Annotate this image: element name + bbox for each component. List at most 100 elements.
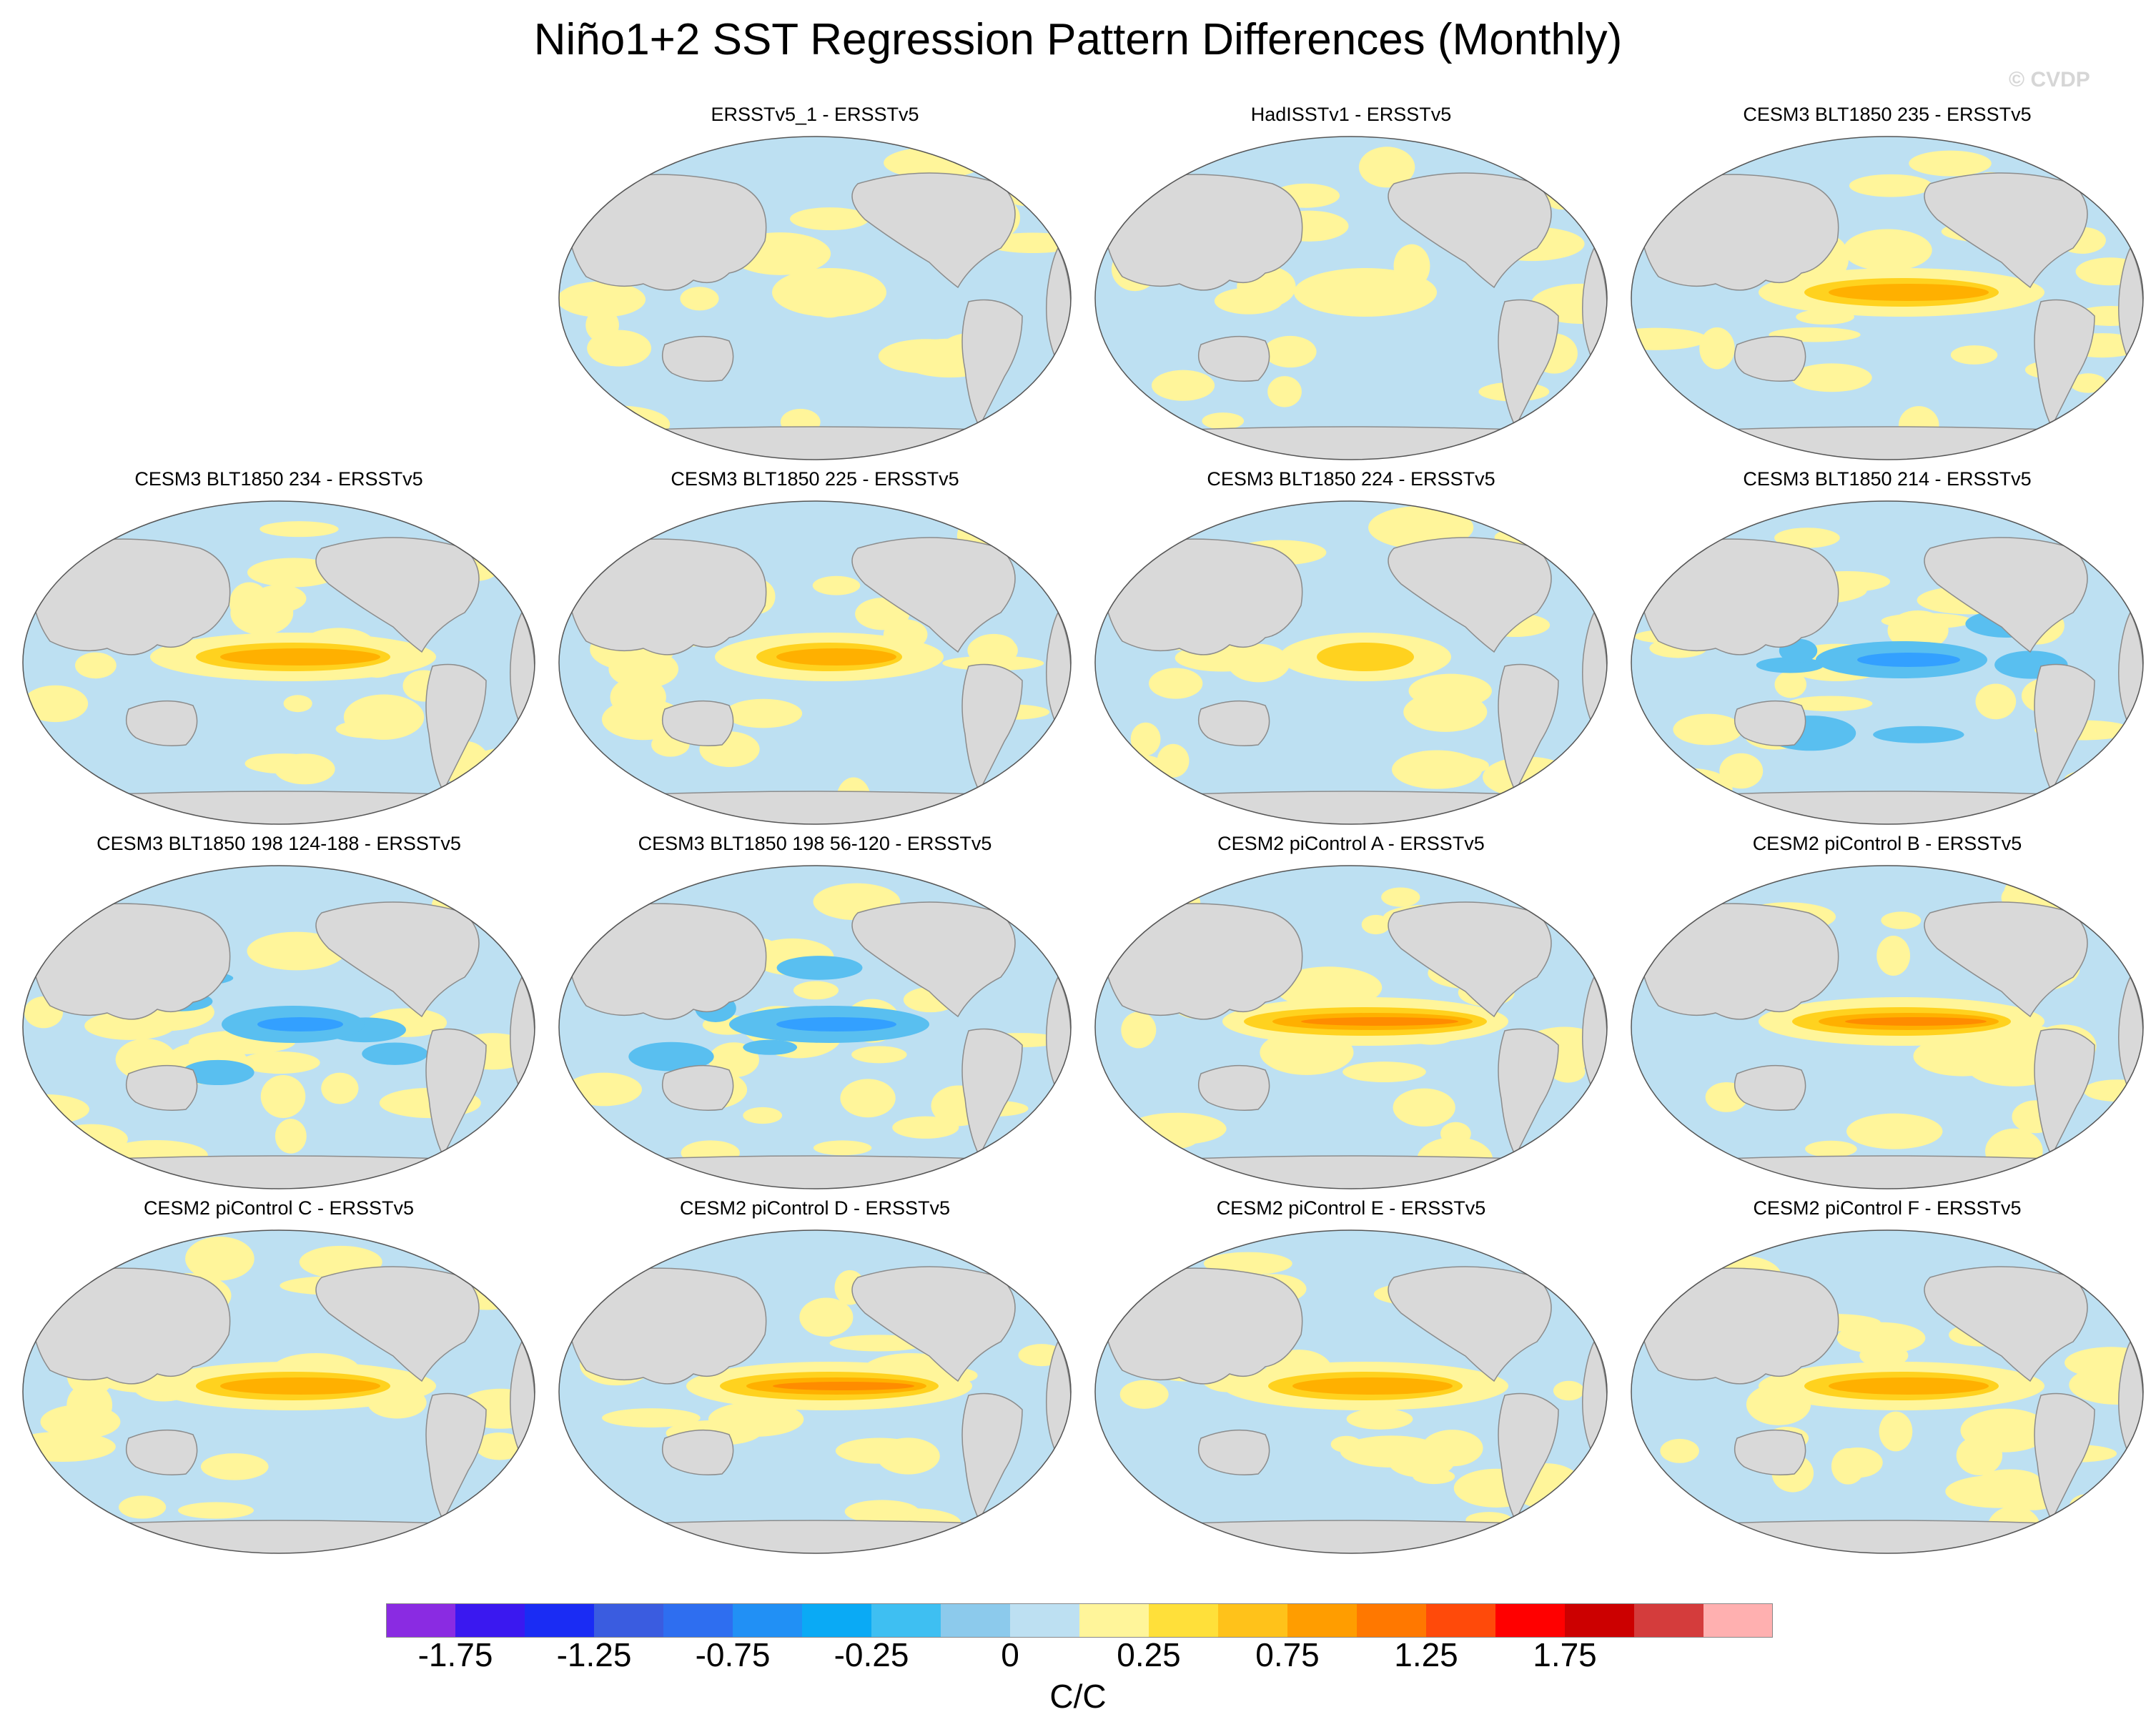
land-mass xyxy=(2084,1247,2131,1280)
robinson-map xyxy=(1631,865,2144,1189)
colorbar-swatch xyxy=(1357,1603,1426,1638)
land-mass xyxy=(661,1064,734,1111)
colorbar-tick-label: 0.75 xyxy=(1255,1636,1320,1673)
colorbar-swatch xyxy=(1079,1603,1149,1638)
colorbar-swatch xyxy=(594,1603,663,1638)
land-mass xyxy=(1631,1155,2143,1189)
anomaly-patch xyxy=(1881,911,1922,929)
land-mass xyxy=(559,426,1071,460)
map-panel: CESM3 BLT1850 224 - ERSSTv5 xyxy=(1087,468,1616,826)
land-mass xyxy=(1100,538,1303,655)
land-mass xyxy=(559,791,1071,824)
equatorial-band xyxy=(776,648,896,665)
colorbar-frame xyxy=(386,1603,1773,1638)
anomaly-patch xyxy=(75,652,117,679)
anomaly-patch xyxy=(1413,1468,1455,1485)
map-panel: CESM2 piControl A - ERSSTv5 xyxy=(1087,833,1616,1190)
anomaly-patch xyxy=(851,1046,907,1064)
land-mass xyxy=(475,883,523,916)
land-mass xyxy=(1197,1064,1270,1111)
land-mass xyxy=(1100,1267,1303,1385)
land-mass xyxy=(475,518,523,551)
panel-title: HadISSTv1 - ERSSTv5 xyxy=(1250,104,1452,125)
land-mass xyxy=(2084,518,2131,551)
panel-title: CESM2 piControl A - ERSSTv5 xyxy=(1217,833,1485,854)
equatorial-band xyxy=(1857,653,1960,667)
land-mass xyxy=(2034,1392,2095,1522)
land-mass xyxy=(1095,1155,1607,1189)
equatorial-band xyxy=(1829,284,1989,301)
anomaly-patch xyxy=(1956,1435,2003,1475)
equatorial-band xyxy=(1845,1017,1987,1026)
land-mass xyxy=(315,901,480,1018)
anomaly-patch xyxy=(1648,768,1733,808)
colorbar-swatch xyxy=(1426,1603,1495,1638)
land-mass xyxy=(1388,1266,1552,1382)
map-outline xyxy=(558,136,1072,460)
land-mass xyxy=(851,537,1016,653)
land-mass xyxy=(23,791,535,824)
anomaly-patch xyxy=(1149,668,1203,699)
anomaly-patch xyxy=(1879,1411,1913,1452)
anomaly-patch xyxy=(200,1453,269,1480)
land-mass xyxy=(2034,663,2095,793)
land-mass xyxy=(559,1155,1071,1189)
land-mass xyxy=(1388,537,1552,653)
figure-title: Niño1+2 SST Regression Pattern Differenc… xyxy=(533,15,1623,64)
panel-title: ERSSTv5_1 - ERSSTv5 xyxy=(711,104,919,125)
panel-title: CESM3 BLT1850 214 - ERSSTv5 xyxy=(1743,468,2032,490)
map-panel: CESM3 BLT1850 225 - ERSSTv5 xyxy=(550,468,1079,826)
land-mass xyxy=(1924,172,2088,289)
panel-title: CESM2 piControl F - ERSSTv5 xyxy=(1753,1197,2022,1219)
map-outline xyxy=(558,500,1072,825)
land-mass xyxy=(661,1429,734,1475)
colorbar-swatch xyxy=(1287,1603,1357,1638)
anomaly-patch xyxy=(724,698,803,728)
robinson-map xyxy=(558,500,1072,825)
anomaly-patch xyxy=(321,1072,359,1104)
colorbar-tick-label: 1.25 xyxy=(1394,1636,1458,1673)
colorbar-tick-label: 1.75 xyxy=(1533,1636,1597,1673)
colorbar-swatch xyxy=(663,1603,733,1638)
anomaly-patch xyxy=(1202,412,1245,430)
panel-title: CESM3 BLT1850 198 124-188 - ERSSTv5 xyxy=(97,833,461,854)
panel-title: CESM2 piControl D - ERSSTv5 xyxy=(679,1197,951,1219)
map-panel: CESM2 piControl F - ERSSTv5 xyxy=(1623,1197,2152,1555)
equatorial-band xyxy=(1317,643,1414,671)
colorbar-swatch xyxy=(1010,1603,1079,1638)
land-mass xyxy=(564,903,767,1020)
anomaly-patch xyxy=(1340,1435,1443,1468)
panel-title: CESM3 BLT1850 224 - ERSSTv5 xyxy=(1207,468,1495,490)
colorbar-swatch xyxy=(1634,1603,1703,1638)
equatorial-band xyxy=(773,1382,914,1390)
map-outline xyxy=(1631,865,2144,1189)
anomaly-patch xyxy=(1673,713,1743,746)
colorbar-swatch xyxy=(733,1603,802,1638)
map-outline xyxy=(1631,500,2144,825)
land-mass xyxy=(1095,791,1607,824)
map-panel: CESM3 BLT1850 235 - ERSSTv5 xyxy=(1623,104,2152,461)
anomaly-patch xyxy=(1909,150,1992,177)
land-mass xyxy=(125,1429,198,1475)
land-mass xyxy=(1734,1064,1806,1111)
anomaly-patch xyxy=(239,1051,320,1074)
colorbar xyxy=(386,1603,1773,1638)
map-panel: CESM2 piControl E - ERSSTv5 xyxy=(1087,1197,1616,1555)
colorbar-tick-label: -0.75 xyxy=(695,1636,771,1673)
panel-title: CESM2 piControl E - ERSSTv5 xyxy=(1216,1197,1486,1219)
land-mass xyxy=(851,901,1016,1018)
map-panel: CESM2 piControl B - ERSSTv5 xyxy=(1623,833,2152,1190)
land-mass xyxy=(2034,299,2095,428)
robinson-map xyxy=(558,865,1072,1189)
land-mass xyxy=(315,1266,480,1382)
anomaly-patch xyxy=(259,521,339,538)
land-mass xyxy=(1197,700,1270,746)
anomaly-patch xyxy=(84,1011,175,1040)
colorbar-units: C/C xyxy=(1049,1678,1107,1715)
map-panel: CESM3 BLT1850 198 124-188 - ERSSTv5 xyxy=(14,833,543,1190)
land-mass xyxy=(1498,1392,1559,1522)
land-mass xyxy=(851,172,1016,289)
panel-title: CESM2 piControl B - ERSSTv5 xyxy=(1752,833,2022,854)
robinson-map xyxy=(1094,500,1608,825)
land-mass xyxy=(1636,538,1839,655)
